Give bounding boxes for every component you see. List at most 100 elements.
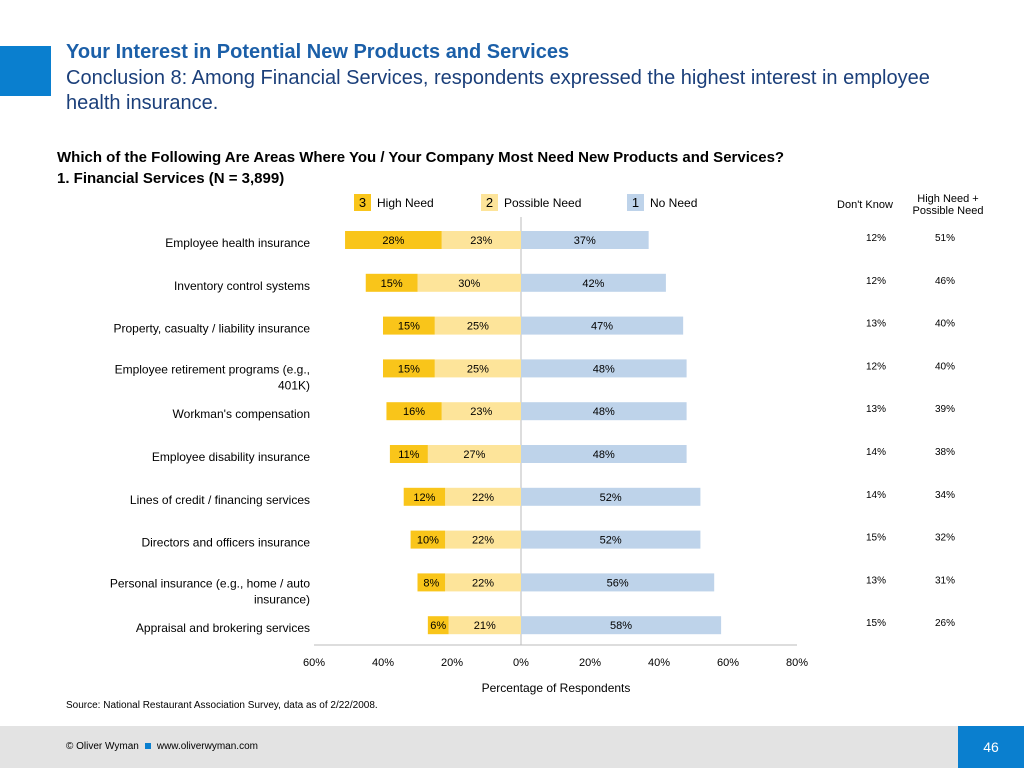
- legend-label-no-need: No Need: [650, 195, 698, 210]
- data-label-high-need: 16%: [403, 406, 425, 418]
- footer-text: © Oliver Wyman www.oliverwyman.com: [66, 741, 258, 752]
- bar-no-need: [521, 573, 715, 592]
- category-label: Appraisal and brokering services: [136, 621, 310, 635]
- bar-high-need: [403, 487, 446, 506]
- high-possible-value: 51%: [935, 233, 955, 244]
- data-label-possible-need: 22%: [472, 492, 494, 504]
- x-tick-label: 60%: [717, 657, 739, 669]
- bar-no-need: [521, 231, 649, 249]
- dont-know-value: 13%: [866, 404, 886, 415]
- data-label-high-need: 10%: [417, 535, 439, 547]
- category-label: Workman's compensation: [173, 407, 310, 421]
- dont-know-value: 12%: [866, 276, 886, 287]
- x-axis-label: Percentage of Respondents: [482, 681, 631, 695]
- dont-know-value: 15%: [866, 533, 886, 544]
- data-label-no-need: 48%: [593, 406, 615, 418]
- data-label-high-need: 15%: [381, 278, 403, 290]
- bar-possible-need: [448, 616, 521, 635]
- data-label-possible-need: 25%: [467, 321, 489, 333]
- dont-know-value: 14%: [866, 490, 886, 501]
- data-label-no-need: 48%: [593, 449, 615, 461]
- dont-know-value: 14%: [866, 447, 886, 458]
- bar-no-need: [521, 316, 684, 335]
- chart-question: Which of the Following Are Areas Where Y…: [57, 149, 785, 166]
- bar-no-need: [521, 530, 701, 549]
- data-label-possible-need: 22%: [472, 535, 494, 547]
- bar-possible-need: [441, 402, 521, 421]
- legend-label-high-need: High Need: [377, 195, 434, 210]
- bar-possible-need: [445, 573, 521, 592]
- bar-no-need: [521, 616, 722, 635]
- data-label-high-need: 12%: [413, 492, 435, 504]
- data-label-no-need: 42%: [582, 278, 604, 290]
- bar-possible-need: [427, 445, 521, 463]
- bar-high-need: [389, 445, 428, 463]
- footer-bar: [0, 726, 1024, 768]
- data-label-possible-need: 27%: [463, 449, 485, 461]
- data-label-possible-need: 23%: [470, 235, 492, 247]
- data-label-no-need: 58%: [610, 620, 632, 632]
- page-title: Your Interest in Potential New Products …: [66, 41, 570, 63]
- data-label-possible-need: 23%: [470, 406, 492, 418]
- high-possible-header: High Need + Possible Need: [912, 193, 984, 217]
- x-tick-label: 60%: [303, 657, 325, 669]
- bar-possible-need: [445, 530, 521, 549]
- bar-no-need: [521, 359, 687, 378]
- footer-square-icon: [144, 742, 151, 749]
- bar-possible-need: [417, 273, 521, 292]
- bar-high-need: [383, 316, 435, 335]
- x-tick-label: 20%: [441, 657, 463, 669]
- dont-know-value: 13%: [866, 575, 886, 586]
- dont-know-value: 13%: [866, 319, 886, 330]
- data-label-high-need: 15%: [398, 363, 420, 375]
- data-label-no-need: 56%: [607, 577, 629, 589]
- bar-high-need: [410, 530, 446, 549]
- data-label-possible-need: 22%: [472, 577, 494, 589]
- category-label: Inventory control systems: [174, 279, 310, 293]
- legend-item-possible-need: 2 Possible Need: [481, 194, 581, 212]
- data-label-possible-need: 30%: [458, 278, 480, 290]
- category-label: Employee health insurance: [165, 236, 310, 250]
- dont-know-value: 12%: [866, 361, 886, 372]
- category-label: Employee disability insurance: [152, 450, 310, 464]
- data-label-no-need: 48%: [593, 363, 615, 375]
- category-label: Employee retirement programs (e.g.,: [115, 362, 310, 376]
- high-possible-value: 26%: [935, 618, 955, 629]
- bar-high-need: [427, 616, 449, 635]
- data-label-high-need: 8%: [423, 577, 439, 589]
- bar-possible-need: [441, 231, 521, 249]
- page-subtitle: Conclusion 8: Among Financial Services, …: [66, 67, 930, 114]
- data-label-high-need: 11%: [398, 449, 419, 461]
- bar-no-need: [521, 273, 666, 292]
- x-tick-label: 40%: [648, 657, 670, 669]
- high-possible-value: 39%: [935, 404, 955, 415]
- chart-subquestion: 1. Financial Services (N = 3,899): [57, 170, 285, 187]
- category-label: Property, casualty / liability insurance: [113, 322, 310, 336]
- copyright: © Oliver Wyman: [66, 741, 139, 752]
- website-link[interactable]: www.oliverwyman.com: [156, 741, 258, 752]
- bar-no-need: [521, 445, 687, 463]
- bar-no-need: [521, 402, 687, 421]
- category-label: insurance): [254, 592, 310, 606]
- bar-no-need: [521, 487, 701, 506]
- page-number: 46: [958, 726, 1024, 768]
- high-possible-value: 38%: [935, 447, 955, 458]
- data-label-possible-need: 25%: [467, 363, 489, 375]
- x-tick-label: 80%: [786, 657, 808, 669]
- bar-high-need: [417, 573, 446, 592]
- data-label-high-need: 28%: [382, 235, 404, 247]
- dont-know-header: Don't Know: [837, 199, 893, 211]
- bar-possible-need: [434, 316, 521, 335]
- high-possible-value: 32%: [935, 533, 955, 544]
- data-label-no-need: 52%: [600, 492, 622, 504]
- legend-item-high-need: 3 High Need: [354, 194, 434, 212]
- data-label-no-need: 52%: [600, 535, 622, 547]
- diverging-bar-chart: 60% 40% 20% 0% 20% 40% 60% 80% Percentage of Res…: [110, 217, 955, 695]
- high-possible-value: 46%: [935, 276, 955, 287]
- high-possible-value: 40%: [935, 319, 955, 330]
- accent-block: [0, 46, 51, 96]
- data-label-high-need: 6%: [430, 620, 446, 632]
- legend-swatch-possible-need: 2: [481, 194, 498, 211]
- legend-swatch-no-need: 1: [627, 194, 644, 211]
- category-label: Lines of credit / financing services: [130, 493, 310, 507]
